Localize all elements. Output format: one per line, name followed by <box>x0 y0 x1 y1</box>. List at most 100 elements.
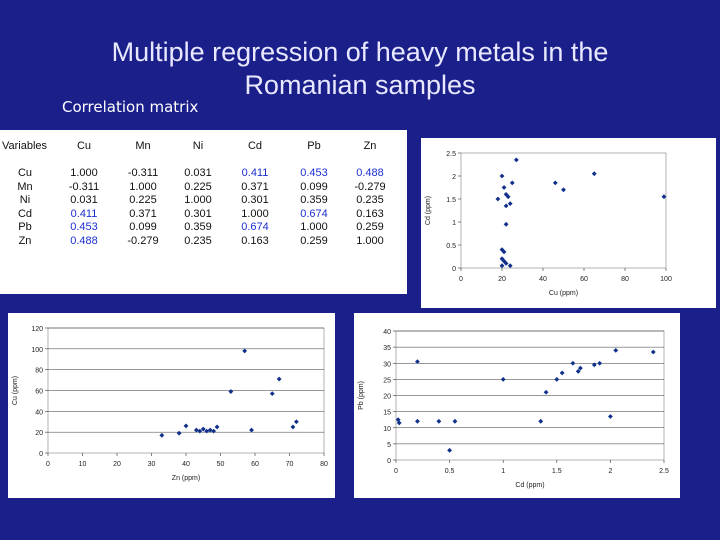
data-point <box>276 376 282 382</box>
x-tick-label: 50 <box>217 461 225 468</box>
y-axis-label: Cu (ppm) <box>12 376 19 405</box>
x-axis-label: Zn (ppm) <box>172 475 200 482</box>
y-tick-label: 35 <box>383 345 391 352</box>
y-tick-label: 0 <box>452 266 456 273</box>
y-axis-label: Cd (ppm) <box>425 196 432 225</box>
x-tick-label: 0.5 <box>445 468 455 475</box>
data-point <box>294 419 299 425</box>
matrix-row-label: Zn <box>18 234 32 247</box>
matrix-cell: 0.359 <box>184 221 212 233</box>
matrix-cell: 0.301 <box>241 194 269 206</box>
data-point <box>608 414 613 419</box>
matrix-header-ni: Ni <box>192 140 204 152</box>
x-tick-label: 2 <box>608 468 612 475</box>
y-tick-label: 1.5 <box>446 197 456 204</box>
matrix-cell: 0.674 <box>241 221 269 233</box>
matrix-cell: 1.000 <box>300 221 328 233</box>
x-tick-label: 60 <box>580 276 588 283</box>
data-point <box>509 180 515 186</box>
data-point <box>183 423 189 429</box>
matrix-header-pb: Pb <box>307 140 321 152</box>
matrix-cell: -0.279 <box>354 180 386 193</box>
slide-title: Multiple regression of heavy metals in t… <box>60 36 660 102</box>
data-point <box>200 426 206 432</box>
matrix-header-cd: Cd <box>247 140 263 152</box>
scatter-cd-pb: 0 5 10 15 20 25 30 35 40 0 0.5 1 1.5 2 2.5 Cd (ppm) Pb (… <box>354 313 680 498</box>
matrix-cell: 0.411 <box>70 207 98 220</box>
data-point <box>597 360 603 366</box>
x-tick-label: 40 <box>182 461 190 468</box>
x-tick-label: 0 <box>46 461 50 468</box>
data-point <box>503 203 509 209</box>
matrix-cell: -0.279 <box>127 234 159 247</box>
y-tick-label: 0 <box>39 451 43 458</box>
data-point <box>505 194 511 200</box>
y-tick-label: 40 <box>383 329 391 336</box>
matrix-header-zn: Zn <box>363 140 377 152</box>
matrix-cell: 0.488 <box>356 167 384 179</box>
matrix-cell: 0.301 <box>184 207 212 220</box>
data-point <box>452 418 458 424</box>
data-point <box>552 180 558 186</box>
matrix-cell: 1.000 <box>70 167 98 179</box>
x-tick-label: 80 <box>320 461 328 468</box>
y-tick-label: 20 <box>35 430 43 437</box>
y-axis-label: Pb (ppm) <box>358 381 365 410</box>
x-tick-label: 10 <box>79 461 87 468</box>
matrix-cell: 0.411 <box>241 167 269 179</box>
data-point <box>538 418 544 424</box>
data-point <box>290 424 296 430</box>
x-tick-label: 0 <box>394 468 398 475</box>
x-axis-label: Cu (ppm) <box>549 290 578 297</box>
y-tick-label: 0 <box>387 458 391 465</box>
matrix-cell: 0.488 <box>70 234 98 247</box>
matrix-cell: 1.000 <box>356 234 384 247</box>
data-point <box>577 365 583 371</box>
y-tick-label: 60 <box>35 389 43 396</box>
y-tick-label: 80 <box>35 368 43 375</box>
matrix-row-label: Ni <box>19 194 31 206</box>
y-tick-label: 30 <box>383 361 391 368</box>
data-point <box>501 249 507 255</box>
matrix-cell: -0.311 <box>68 180 100 193</box>
data-point <box>193 427 199 433</box>
data-point <box>503 221 509 227</box>
data-point <box>499 263 505 269</box>
matrix-cell: 0.235 <box>184 234 212 247</box>
data-point <box>176 430 182 436</box>
y-tick-label: 40 <box>35 409 43 416</box>
matrix-cell: 0.099 <box>129 221 157 233</box>
data-point <box>591 362 597 368</box>
y-tick-label: 25 <box>383 377 391 384</box>
matrix-cell: 0.453 <box>300 167 328 179</box>
data-point <box>661 194 667 200</box>
x-tick-label: 80 <box>621 276 629 283</box>
x-tick-label: 1.5 <box>552 468 562 475</box>
x-tick-label: 1 <box>501 468 505 475</box>
matrix-cell: 0.674 <box>300 207 328 220</box>
correlation-matrix: Variables Cu Mn Ni Cd Pb Zn Cu 1.000 -0.311 0.031 0… <box>0 130 407 294</box>
data-point <box>249 427 254 433</box>
matrix-cell: -0.311 <box>127 167 159 179</box>
y-tick-label: 120 <box>31 326 43 333</box>
y-tick-label: 5 <box>387 442 391 449</box>
data-point <box>503 192 509 197</box>
matrix-row-label: Cd <box>17 207 33 220</box>
matrix-cell: 1.000 <box>129 180 157 193</box>
matrix-row-label: Mn <box>17 180 33 193</box>
y-tick-label: 100 <box>31 347 43 354</box>
data-point <box>591 171 597 177</box>
x-tick-label: 2.5 <box>659 468 669 475</box>
x-tick-label: 20 <box>498 276 506 283</box>
x-axis-label: Cd (ppm) <box>515 482 544 489</box>
matrix-cell: 0.453 <box>70 221 98 233</box>
scatter-cu-cd: 0 0.5 1 1.5 2 2.5 0 20 40 60 80 100 Cu (ppm) Cd (ppm) <box>421 138 716 308</box>
data-point <box>242 348 248 354</box>
title-line-1: Multiple regression of heavy metals in t… <box>111 37 609 67</box>
data-point <box>554 376 560 382</box>
data-point <box>159 432 165 438</box>
matrix-cell: 1.000 <box>184 194 212 206</box>
data-point <box>507 201 513 206</box>
x-tick-label: 40 <box>539 276 547 283</box>
matrix-cell: 0.031 <box>70 194 98 206</box>
